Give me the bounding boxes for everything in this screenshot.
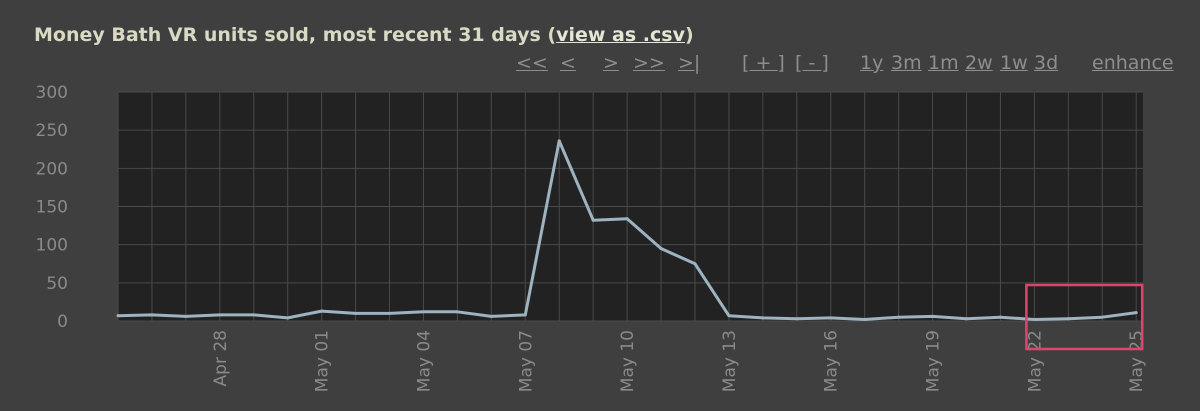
- data-point: [1134, 311, 1138, 315]
- x-tick-label: May 01: [313, 330, 333, 392]
- y-tick-label: 150: [36, 198, 68, 218]
- y-tick-label: 50: [46, 274, 68, 294]
- range-3d-button[interactable]: 3d: [1034, 52, 1059, 74]
- data-point: [286, 316, 290, 320]
- data-point: [421, 310, 425, 314]
- y-tick-label: 300: [36, 83, 68, 103]
- data-point: [1100, 315, 1104, 319]
- data-point: [591, 218, 595, 222]
- y-tick-label: 200: [36, 159, 68, 179]
- nav-prev-button[interactable]: <: [560, 52, 576, 74]
- data-point: [116, 314, 120, 318]
- data-point: [931, 314, 935, 318]
- zoom-in-button[interactable]: [ + ]: [742, 52, 785, 74]
- zoom-out-button[interactable]: [ - ]: [795, 52, 829, 74]
- data-point: [455, 310, 459, 314]
- data-point: [998, 315, 1002, 319]
- x-tick-label: May 25: [1127, 330, 1147, 392]
- nav-first-button[interactable]: <<: [516, 52, 548, 74]
- data-point: [625, 217, 629, 221]
- x-tick-label: May 22: [1025, 330, 1045, 392]
- data-point: [1032, 317, 1036, 321]
- highlight-box: [1025, 283, 1144, 351]
- data-point: [489, 314, 493, 318]
- nav-next-far-button[interactable]: >>: [633, 52, 665, 74]
- x-tick-label: May 19: [924, 330, 944, 392]
- data-point: [523, 313, 527, 317]
- range-2w-button[interactable]: 2w: [965, 52, 993, 74]
- data-point: [693, 262, 697, 266]
- data-point: [218, 313, 222, 317]
- y-tick-label: 100: [36, 236, 68, 256]
- x-tick-label: Apr 28: [211, 330, 231, 386]
- x-tick-label: May 07: [516, 330, 536, 392]
- view-csv-link[interactable]: view as .csv: [556, 24, 685, 46]
- data-point: [897, 315, 901, 319]
- enhance-button[interactable]: enhance: [1092, 52, 1174, 74]
- nav-next-button[interactable]: >: [603, 52, 619, 74]
- data-point: [354, 311, 358, 315]
- data-point: [659, 246, 663, 250]
- data-point: [829, 316, 833, 320]
- data-point: [965, 317, 969, 321]
- x-tick-label: May 10: [618, 330, 638, 392]
- range-1w-button[interactable]: 1w: [1000, 52, 1028, 74]
- data-point: [863, 317, 867, 321]
- data-point: [1066, 317, 1070, 321]
- data-point: [557, 139, 561, 143]
- range-3m-button[interactable]: 3m: [891, 52, 922, 74]
- title-prefix: Money Bath VR units sold, most recent 31…: [34, 24, 557, 46]
- data-point: [252, 313, 256, 317]
- data-point: [727, 314, 731, 318]
- x-tick-label: May 16: [822, 330, 842, 392]
- y-tick-label: 0: [57, 312, 68, 332]
- range-1y-button[interactable]: 1y: [860, 52, 884, 74]
- chart-title: Money Bath VR units sold, most recent 31…: [34, 24, 694, 46]
- data-point: [320, 309, 324, 313]
- data-point: [761, 316, 765, 320]
- data-point: [184, 314, 188, 318]
- nav-last-button[interactable]: >|: [678, 52, 701, 74]
- y-tick-label: 250: [36, 121, 68, 141]
- range-1m-button[interactable]: 1m: [928, 52, 959, 74]
- data-point: [388, 311, 392, 315]
- title-suffix: ): [684, 24, 694, 46]
- data-point: [150, 313, 154, 317]
- x-tick-label: May 04: [414, 330, 434, 392]
- x-tick-label: May 13: [720, 330, 740, 392]
- data-point: [795, 317, 799, 321]
